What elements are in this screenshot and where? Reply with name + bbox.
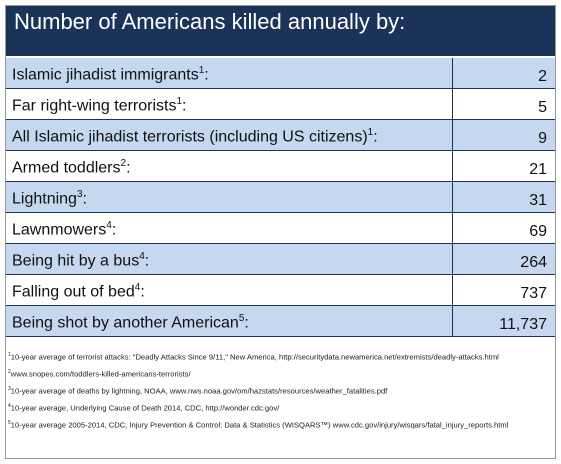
row-label: Armed toddlers2: bbox=[12, 158, 131, 177]
label-colon: : bbox=[144, 252, 150, 269]
table-card: Number of Americans killed annually by: … bbox=[5, 5, 556, 459]
footnote-text: 10-year average, Underlying Cause of Dea… bbox=[10, 403, 280, 413]
footnote-ref: 4 bbox=[106, 219, 112, 231]
row-value: 69 bbox=[452, 213, 555, 243]
footnote-number: 1 bbox=[8, 352, 11, 358]
label-text: Lightning bbox=[12, 190, 77, 207]
footnote: 410-year average, Underlying Cause of De… bbox=[8, 399, 548, 416]
footnotes: 110-year average of terrorist attacks: "… bbox=[8, 348, 548, 433]
label-colon: : bbox=[111, 221, 117, 238]
row-value: 31 bbox=[452, 182, 555, 212]
footnote-number: 3 bbox=[8, 386, 11, 393]
table-row: Falling out of bed4: 737 bbox=[6, 275, 555, 306]
footnote: 2www.snopes.com/toddlers-killed-american… bbox=[8, 365, 548, 382]
label-colon: : bbox=[182, 97, 187, 114]
label-text: Far right-wing terrorists bbox=[12, 97, 177, 114]
row-value: 264 bbox=[452, 244, 555, 274]
label-colon: : bbox=[126, 159, 131, 176]
footnote-text: 10-year average of deaths by lightning, … bbox=[10, 386, 388, 396]
row-label: Lawnmowers4: bbox=[12, 220, 116, 239]
footnote-ref: 1 bbox=[367, 126, 374, 138]
row-value: 2 bbox=[452, 58, 555, 88]
footnote-text: 10-year average 2005-2014, CDC, Injury P… bbox=[10, 420, 509, 430]
table-title: Number of Americans killed annually by: bbox=[6, 6, 555, 56]
footnote-ref: 4 bbox=[139, 250, 145, 262]
row-value: 9 bbox=[452, 120, 555, 150]
footnote-ref: 1 bbox=[176, 95, 183, 107]
table-row: Islamic jihadist immigrants1: 2 bbox=[6, 58, 555, 89]
row-label: Islamic jihadist immigrants1: bbox=[12, 65, 209, 84]
table-row: Lawnmowers4: 69 bbox=[6, 213, 555, 244]
footnote-number: 2 bbox=[8, 369, 11, 376]
row-value: 21 bbox=[452, 151, 555, 181]
row-label: Falling out of bed4: bbox=[12, 282, 145, 301]
footnote-number: 4 bbox=[8, 403, 11, 410]
table-row: All Islamic jihadist terrorists (includi… bbox=[6, 120, 555, 151]
footnote-ref: 4 bbox=[134, 281, 141, 293]
label-text: Armed toddlers bbox=[12, 159, 121, 176]
label-text: All Islamic jihadist terrorists (includi… bbox=[12, 128, 368, 145]
footnote-ref: 2 bbox=[120, 157, 127, 169]
label-colon: : bbox=[244, 314, 249, 331]
label-text: Being hit by a bus bbox=[12, 252, 140, 269]
table-row: Being shot by another American5: 11,737 bbox=[6, 306, 555, 337]
footnote: 110-year average of terrorist attacks: "… bbox=[8, 348, 548, 365]
label-colon: : bbox=[373, 128, 378, 145]
row-label: Being shot by another American5: bbox=[12, 313, 249, 332]
table-row: Far right-wing terrorists1: 5 bbox=[6, 89, 555, 120]
row-label: Far right-wing terrorists1: bbox=[12, 96, 187, 115]
row-label: Being hit by a bus4: bbox=[12, 251, 149, 270]
footnote-ref: 1 bbox=[198, 64, 205, 76]
footnote-ref: 5 bbox=[238, 312, 245, 324]
footnote: 510-year average 2005-2014, CDC, Injury … bbox=[8, 416, 548, 433]
footnote: 310-year average of deaths by lightning,… bbox=[8, 382, 548, 399]
row-label: Lightning3: bbox=[12, 189, 87, 208]
footnote-text: www.snopes.com/toddlers-killed-americans… bbox=[10, 369, 191, 379]
table-row: Being hit by a bus4: 264 bbox=[6, 244, 555, 275]
row-value: 11,737 bbox=[452, 306, 555, 336]
row-value: 737 bbox=[452, 275, 555, 305]
label-text: Falling out of bed bbox=[12, 283, 135, 300]
footnote-ref: 3 bbox=[76, 188, 83, 200]
label-text: Being shot by another American bbox=[12, 314, 239, 331]
label-colon: : bbox=[140, 283, 145, 300]
label-text: Lawnmowers bbox=[12, 221, 107, 238]
row-label: All Islamic jihadist terrorists (includi… bbox=[12, 127, 378, 146]
footnote-number: 5 bbox=[8, 420, 11, 427]
label-colon: : bbox=[82, 190, 87, 207]
label-colon: : bbox=[204, 66, 209, 83]
table-row: Lightning3: 31 bbox=[6, 182, 555, 213]
label-text: Islamic jihadist immigrants bbox=[12, 66, 199, 83]
footnote-text: 10-year average of terrorist attacks: "D… bbox=[10, 352, 499, 362]
table-row: Armed toddlers2: 21 bbox=[6, 151, 555, 182]
row-value: 5 bbox=[452, 89, 555, 119]
